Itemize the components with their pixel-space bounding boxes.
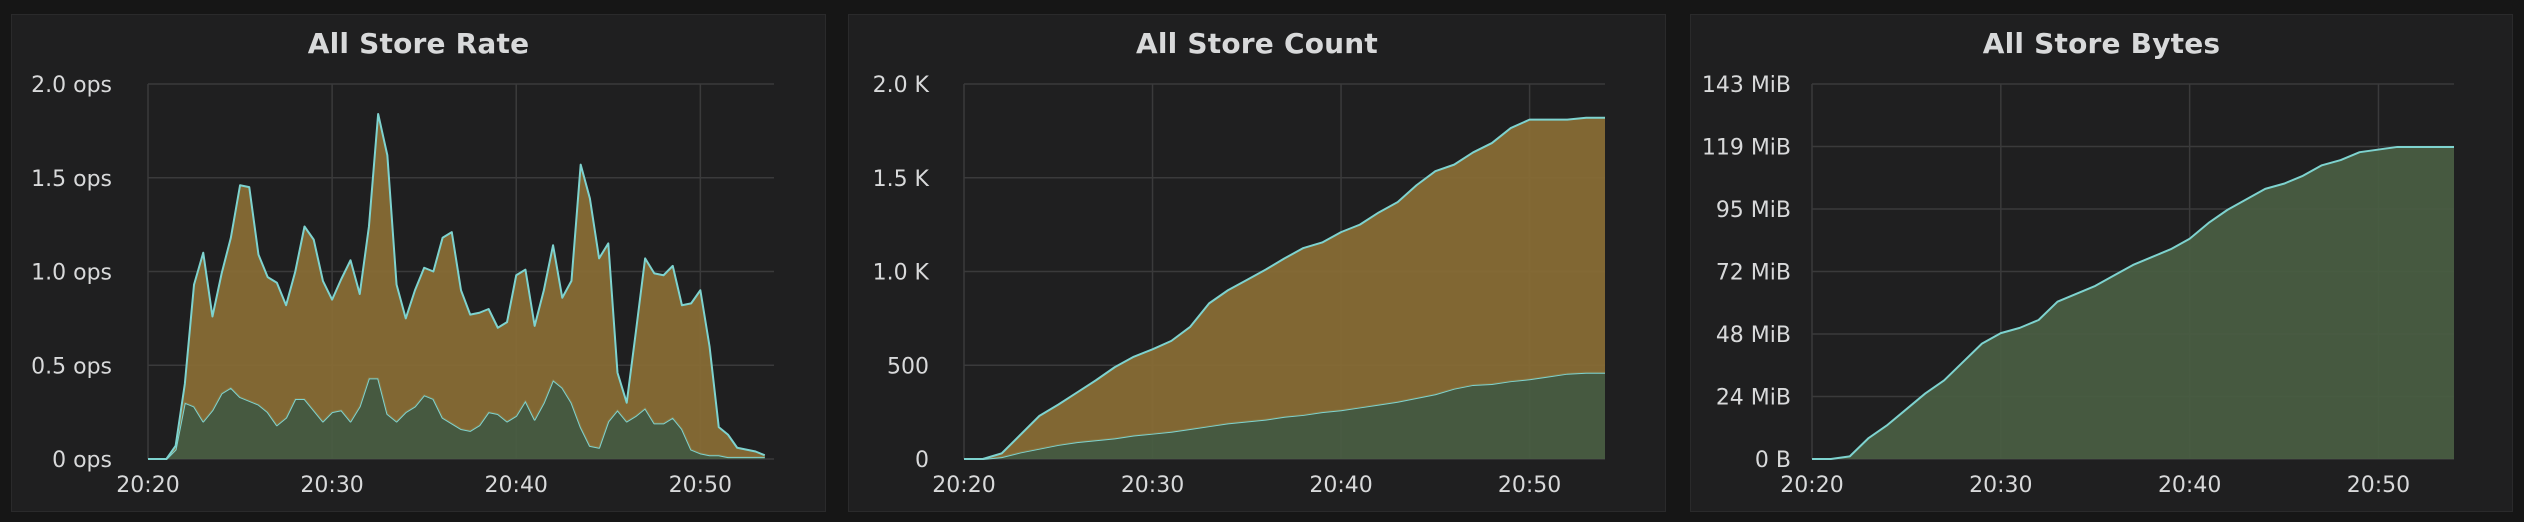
y-tick-label: 143 MiB <box>1702 73 1791 98</box>
x-tick-label: 20:40 <box>2158 473 2221 498</box>
y-tick-label: 500 <box>887 354 929 379</box>
y-tick-label: 0 ops <box>52 448 112 473</box>
panel-all-store-count: All Store Count 0 500 1.0 K 1.5 K 2.0 K 20:20… <box>848 14 1666 512</box>
y-tick-label: 95 MiB <box>1716 198 1791 223</box>
series-0-area <box>148 378 765 459</box>
series-0-line <box>1812 145 2454 460</box>
x-tick-label: 20:30 <box>300 473 363 498</box>
y-tick-label: 72 MiB <box>1716 261 1791 286</box>
x-tick-label: 20:20 <box>932 473 995 498</box>
series-1-line <box>964 116 1605 460</box>
panel-all-store-rate: All Store Rate 0 ops 0.5 ops 1.0 ops 1.5 op… <box>11 14 826 512</box>
series-1-area <box>964 117 1605 459</box>
x-tick-label: 20:40 <box>1309 473 1372 498</box>
y-tick-label: 24 MiB <box>1716 386 1791 411</box>
panel-title[interactable]: All Store Bytes <box>1982 27 2221 60</box>
y-tick-label: 48 MiB <box>1716 323 1791 348</box>
y-tick-label: 2.0 K <box>873 73 930 98</box>
y-tick-label: 1.0 K <box>873 261 930 286</box>
x-tick-label: 20:30 <box>1969 473 2032 498</box>
x-tick-label: 20:50 <box>669 473 732 498</box>
y-tick-label: 2.0 ops <box>31 73 112 98</box>
chart-all-store-count: 0 500 1.0 K 1.5 K 2.0 K 20:20 20:30 20:40 20:50 <box>873 73 1605 498</box>
x-tick-label: 20:50 <box>1498 473 1561 498</box>
x-tick-label: 20:40 <box>485 473 548 498</box>
series-0-area <box>1812 146 2454 459</box>
x-tick-label: 20:20 <box>116 473 179 498</box>
x-tick-label: 20:20 <box>1780 473 1843 498</box>
y-tick-label: 119 MiB <box>1702 136 1791 161</box>
panel-title[interactable]: All Store Count <box>1136 27 1378 60</box>
x-tick-label: 20:30 <box>1121 473 1184 498</box>
x-tick-label: 20:50 <box>2347 473 2410 498</box>
chart-all-store-bytes: 0 B 24 MiB 48 MiB 72 MiB 95 MiB 119 MiB 143 Mi… <box>1702 73 2454 498</box>
y-tick-label: 0 B <box>1755 448 1791 473</box>
y-tick-label: 0.5 ops <box>31 354 112 379</box>
panel-all-store-bytes: All Store Bytes 0 B 24 MiB 48 MiB 72 MiB 95 … <box>1690 14 2513 512</box>
chart-all-store-rate: 0 ops 0.5 ops 1.0 ops 1.5 ops 2.0 ops 20:20 20… <box>31 73 774 498</box>
panel-title[interactable]: All Store Rate <box>307 27 530 60</box>
series-1-line <box>148 113 766 460</box>
series-1-area <box>148 114 765 459</box>
y-tick-label: 1.5 K <box>873 167 930 192</box>
y-tick-label: 1.0 ops <box>31 261 112 286</box>
y-tick-label: 0 <box>915 448 929 473</box>
y-tick-label: 1.5 ops <box>31 167 112 192</box>
